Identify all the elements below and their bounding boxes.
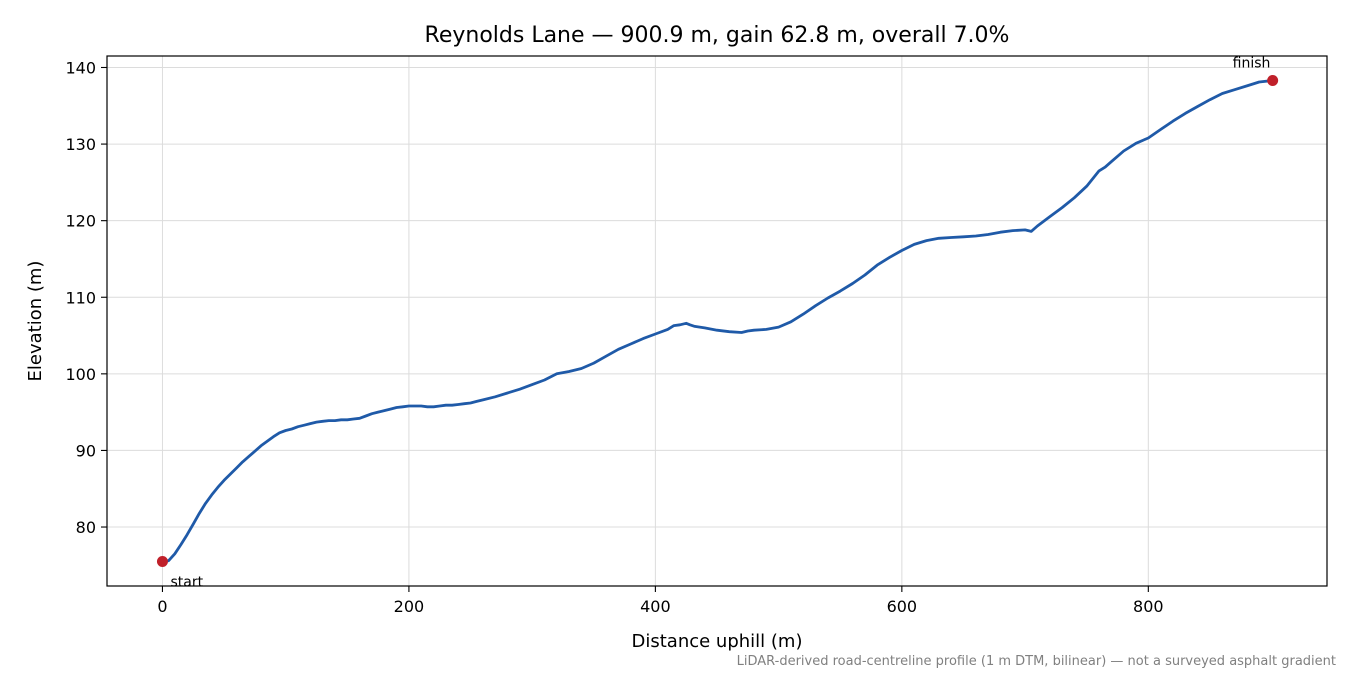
footnote: LiDAR-derived road-centreline profile (1… (737, 654, 1336, 669)
endpoint-markers: start finish (156, 56, 1279, 590)
y-tick-label: 110 (65, 288, 96, 307)
y-tick-label: 100 (65, 365, 96, 384)
finish-marker (1267, 75, 1279, 87)
finish-label: finish (1233, 56, 1271, 72)
x-tick-label: 0 (157, 597, 167, 616)
y-axis-label: Elevation (m) (25, 261, 46, 382)
grid-layer (107, 56, 1327, 586)
y-tick-label: 90 (76, 441, 96, 460)
x-tick-label: 600 (887, 597, 918, 616)
x-axis-label: Distance uphill (m) (632, 631, 803, 652)
x-tick-label: 200 (394, 597, 425, 616)
chart-title: Reynolds Lane — 900.9 m, gain 62.8 m, ov… (425, 23, 1010, 48)
plot-area (161, 79, 1275, 563)
y-tick-label: 130 (65, 135, 96, 154)
y-tick-label: 140 (65, 58, 96, 77)
x-tick-label: 800 (1133, 597, 1164, 616)
start-label: start (170, 574, 203, 590)
start-marker (156, 555, 168, 567)
axis-ticks: 0 200 400 600 800 80 90 100 110 120 130 140 (65, 58, 1163, 616)
y-tick-label: 80 (76, 518, 96, 537)
x-tick-label: 400 (640, 597, 671, 616)
y-tick-label: 120 (65, 212, 96, 231)
elevation-line (161, 79, 1275, 563)
plot-frame (106, 55, 1328, 587)
